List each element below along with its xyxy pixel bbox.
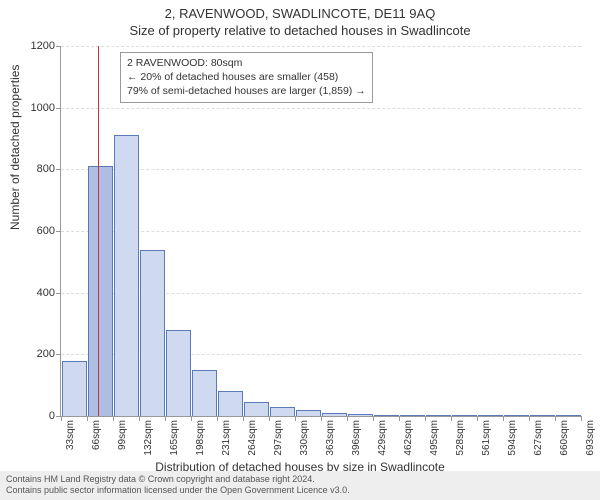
- chart-container: 2, RAVENWOOD, SWADLINCOTE, DE11 9AQ Size…: [0, 0, 600, 500]
- x-tick-label: 297sqm: [273, 420, 284, 456]
- histogram-bar: [270, 407, 295, 416]
- x-tick: [217, 416, 218, 421]
- footer: Contains HM Land Registry data © Crown c…: [0, 471, 600, 500]
- chart-area: 02004006008001000120033sqm66sqm99sqm132s…: [60, 46, 580, 416]
- histogram-bar: [62, 361, 87, 417]
- x-tick-label: 165sqm: [169, 420, 180, 456]
- reference-line: [98, 46, 99, 416]
- y-tick: [56, 354, 61, 355]
- x-tick: [87, 416, 88, 421]
- x-tick: [529, 416, 530, 421]
- y-tick: [56, 169, 61, 170]
- x-tick: [295, 416, 296, 421]
- histogram-bar: [192, 370, 217, 416]
- histogram-bar: [530, 415, 555, 416]
- histogram-bar: [244, 402, 269, 416]
- x-tick: [321, 416, 322, 421]
- info-box: 2 RAVENWOOD: 80sqm ← 20% of detached hou…: [120, 52, 373, 103]
- grid-line: [61, 46, 581, 47]
- y-tick-label: 600: [15, 225, 55, 237]
- x-tick: [451, 416, 452, 421]
- grid-line: [61, 231, 581, 232]
- x-tick-label: 363sqm: [325, 420, 336, 456]
- histogram-bar: [400, 415, 425, 416]
- histogram-bar: [114, 135, 139, 416]
- x-tick-label: 132sqm: [143, 420, 154, 456]
- y-tick: [56, 46, 61, 47]
- x-tick-label: 231sqm: [221, 420, 232, 456]
- histogram-bar: [504, 415, 529, 416]
- histogram-bar: [296, 410, 321, 416]
- x-tick-label: 33sqm: [65, 420, 76, 450]
- x-tick: [477, 416, 478, 421]
- histogram-bar: [374, 415, 399, 416]
- grid-line: [61, 169, 581, 170]
- histogram-bar: [166, 330, 191, 416]
- info-line-1: 2 RAVENWOOD: 80sqm: [127, 56, 366, 70]
- y-tick-label: 1000: [15, 102, 55, 114]
- info-line-2: ← 20% of detached houses are smaller (45…: [127, 70, 366, 84]
- x-tick: [555, 416, 556, 421]
- x-tick-label: 66sqm: [91, 420, 102, 450]
- x-tick-label: 396sqm: [351, 420, 362, 456]
- x-tick-label: 561sqm: [481, 420, 492, 456]
- x-tick: [399, 416, 400, 421]
- x-tick: [165, 416, 166, 421]
- y-tick-label: 400: [15, 287, 55, 299]
- x-tick-label: 264sqm: [247, 420, 258, 456]
- address-title: 2, RAVENWOOD, SWADLINCOTE, DE11 9AQ: [0, 0, 600, 21]
- x-tick: [347, 416, 348, 421]
- histogram-bar: [556, 415, 581, 416]
- x-tick: [425, 416, 426, 421]
- x-tick-label: 528sqm: [455, 420, 466, 456]
- y-axis-label: Number of detached properties: [8, 65, 22, 230]
- y-tick: [56, 293, 61, 294]
- x-tick-label: 198sqm: [195, 420, 206, 456]
- footer-line-1: Contains HM Land Registry data © Crown c…: [6, 474, 594, 486]
- y-tick-label: 800: [15, 163, 55, 175]
- x-tick: [61, 416, 62, 421]
- x-tick-label: 594sqm: [507, 420, 518, 456]
- footer-line-2: Contains public sector information licen…: [6, 485, 594, 497]
- y-tick-label: 1200: [15, 40, 55, 52]
- x-tick-label: 627sqm: [533, 420, 544, 456]
- histogram-bar: [452, 415, 477, 416]
- histogram-bar: [348, 414, 373, 416]
- y-tick-label: 0: [15, 410, 55, 422]
- x-tick-label: 99sqm: [117, 420, 128, 450]
- x-tick-label: 429sqm: [377, 420, 388, 456]
- x-tick: [373, 416, 374, 421]
- x-tick-label: 693sqm: [585, 420, 596, 456]
- x-tick: [581, 416, 582, 421]
- x-tick: [191, 416, 192, 421]
- y-tick-label: 200: [15, 348, 55, 360]
- x-tick-label: 462sqm: [403, 420, 414, 456]
- chart-subtitle: Size of property relative to detached ho…: [0, 21, 600, 38]
- histogram-bar: [140, 250, 165, 417]
- x-tick-label: 330sqm: [299, 420, 310, 456]
- x-tick: [269, 416, 270, 421]
- histogram-bar-highlight: [88, 166, 113, 416]
- histogram-bar: [322, 413, 347, 416]
- x-tick: [113, 416, 114, 421]
- info-line-3: 79% of semi-detached houses are larger (…: [127, 84, 366, 98]
- x-tick-label: 495sqm: [429, 420, 440, 456]
- y-tick: [56, 231, 61, 232]
- x-tick: [139, 416, 140, 421]
- grid-line: [61, 108, 581, 109]
- histogram-bar: [426, 415, 451, 416]
- x-tick: [503, 416, 504, 421]
- y-tick: [56, 108, 61, 109]
- x-tick: [243, 416, 244, 421]
- histogram-bar: [478, 415, 503, 416]
- x-tick-label: 660sqm: [559, 420, 570, 456]
- histogram-bar: [218, 391, 243, 416]
